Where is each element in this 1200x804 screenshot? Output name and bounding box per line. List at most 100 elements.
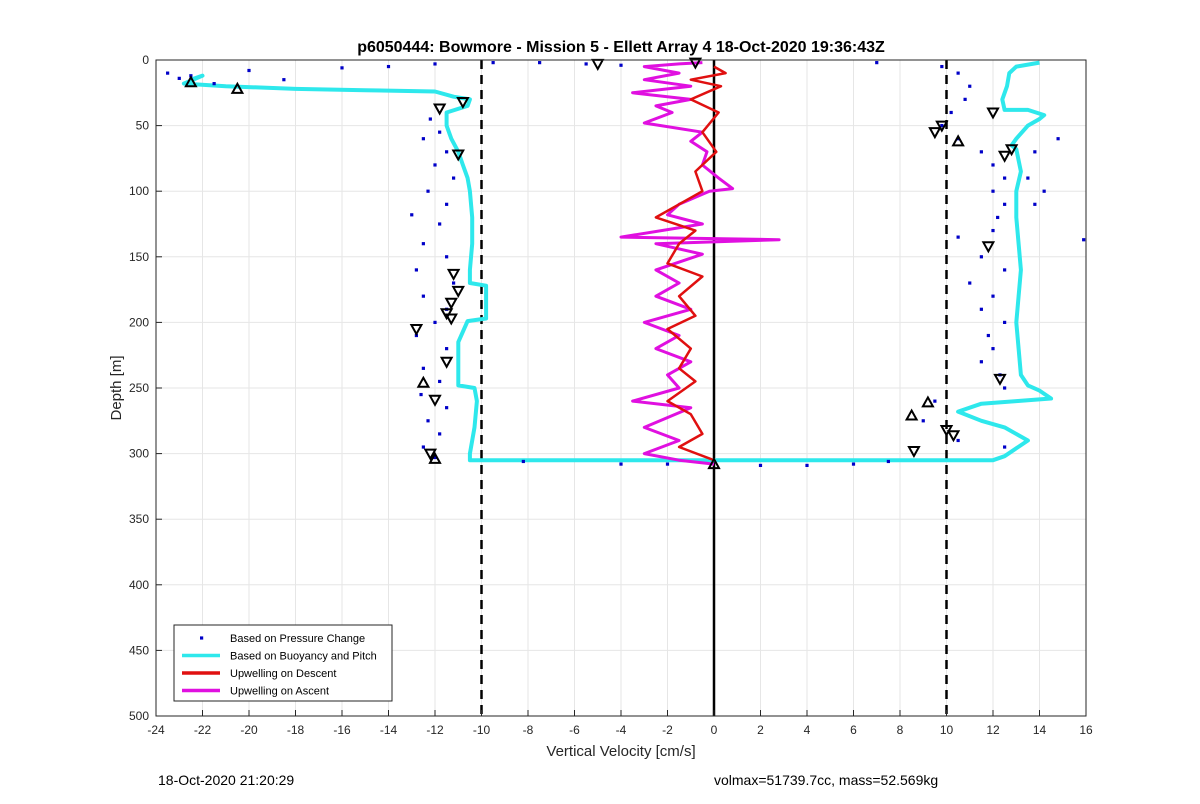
pressure-point: [410, 213, 414, 217]
x-tick-label: 16: [1079, 723, 1093, 737]
pressure-point: [805, 463, 809, 468]
x-tick-label: 6: [850, 723, 857, 737]
pressure-point: [979, 150, 983, 154]
x-tick-label: 4: [804, 723, 811, 737]
triangle-down-marker: [993, 373, 1007, 386]
pressure-point: [438, 130, 442, 134]
pressure-point: [665, 462, 670, 466]
x-tick-label: -6: [569, 723, 580, 737]
triangle-down-marker: [444, 313, 458, 326]
pressure-point: [491, 61, 495, 65]
triangle-down-marker: [456, 96, 470, 110]
pressure-point: [949, 110, 953, 115]
pressure-point: [956, 235, 960, 239]
triangle-down-marker: [409, 323, 424, 337]
x-tick-label: -2: [662, 723, 673, 737]
x-tick-label: -12: [426, 723, 444, 737]
pressure-point: [445, 255, 449, 259]
legend-label: Upwelling on Descent: [230, 668, 336, 680]
pressure-point: [452, 176, 456, 180]
pressure-point: [584, 62, 588, 66]
pressure-point: [758, 463, 763, 468]
x-axis-label: Vertical Velocity [cm/s]: [546, 743, 695, 760]
x-tick-label: -10: [473, 723, 491, 737]
x-tick-label: 8: [897, 723, 904, 737]
triangle-down-marker: [928, 127, 942, 140]
triangle-down-marker: [439, 356, 454, 369]
pressure-point: [438, 222, 442, 226]
x-tick-label: 12: [986, 723, 1000, 737]
pressure-point: [421, 137, 425, 141]
pressure-point: [421, 366, 425, 370]
legend-label: Upwelling on Ascent: [230, 686, 329, 698]
pressure-point: [386, 64, 391, 69]
pressure-point: [433, 455, 437, 460]
y-tick-label: 200: [129, 315, 149, 329]
pressure-point: [438, 379, 442, 384]
x-tick-label: 2: [757, 723, 764, 737]
x-tick-label: 0: [711, 723, 718, 737]
legend-label: Based on Buoyancy and Pitch: [230, 651, 377, 663]
x-tick-label: -22: [194, 723, 212, 737]
triangle-down-marker: [981, 241, 996, 254]
y-axis-label: Depth [m]: [108, 355, 125, 420]
triangle-down-marker: [907, 445, 921, 459]
pressure-point: [991, 189, 995, 193]
legend-box: [173, 624, 393, 702]
pressure-point: [619, 462, 623, 466]
legend-swatch-dot: [200, 636, 204, 640]
pressure-point: [212, 82, 216, 86]
pressure-point: [452, 281, 456, 285]
axes: -24 -22 -20 -18 -16 -14 -12 -10 -8 -6 -4 -2 0 2 4 6 8 10 1…: [129, 53, 1093, 737]
x-tick-label: -8: [523, 723, 534, 737]
pressure-point: [340, 66, 344, 70]
triangle-down-marker: [432, 103, 447, 116]
buoyancy-pitch-line: [181, 60, 1054, 463]
pressure-point: [421, 294, 425, 298]
triangle-up-marker: [707, 457, 721, 470]
pressure-point: [963, 97, 967, 101]
triangle-up-marker: [428, 451, 442, 464]
pressure-point: [421, 242, 425, 246]
pressure-point: [1003, 176, 1007, 180]
pressure-point: [1003, 386, 1007, 390]
footer-volmax-mass: volmax=51739.7cc, mass=52.569kg: [714, 772, 939, 788]
triangle-up-marker: [416, 375, 431, 388]
footer-timestamp: 18-Oct-2020 21:20:29: [158, 772, 295, 788]
triangle-up-marker: [921, 395, 935, 408]
pressure-point: [166, 71, 170, 75]
pressure-point: [956, 71, 960, 75]
y-tick-label: 500: [129, 709, 149, 723]
pressure-point: [933, 399, 937, 403]
pressure-point: [940, 64, 944, 69]
pressure-point: [445, 202, 449, 206]
x-tick-label: -18: [287, 723, 305, 737]
pressure-point: [445, 347, 449, 351]
pressure-point: [996, 215, 1000, 220]
y-tick-label: 350: [129, 512, 149, 526]
pressure-point: [991, 228, 995, 233]
x-tick-label: 10: [940, 723, 954, 737]
pressure-point: [1003, 445, 1007, 449]
y-tick-label: 150: [129, 250, 149, 264]
pressure-point: [1033, 150, 1037, 154]
y-tick-label: 100: [129, 184, 149, 198]
pressure-point: [282, 78, 286, 82]
x-tick-label: -20: [240, 723, 258, 737]
x-tick-label: -4: [616, 723, 627, 737]
triangle-up-marker: [184, 75, 198, 88]
y-tick-label: 400: [129, 578, 149, 592]
x-tick-label: 14: [1033, 723, 1047, 737]
triangle-up-marker: [951, 134, 965, 147]
ascent-upwelling-line: [619, 61, 781, 466]
pressure-point: [1003, 268, 1007, 272]
pressure-point: [1082, 238, 1086, 242]
pressure-point: [445, 150, 449, 154]
triangle-down-marker: [997, 150, 1012, 163]
pressure-point: [421, 445, 425, 449]
triangle-down-marker: [986, 107, 1000, 120]
pressure-point: [986, 333, 990, 338]
reference-lines: [480, 60, 948, 716]
pressure-point: [968, 84, 972, 88]
